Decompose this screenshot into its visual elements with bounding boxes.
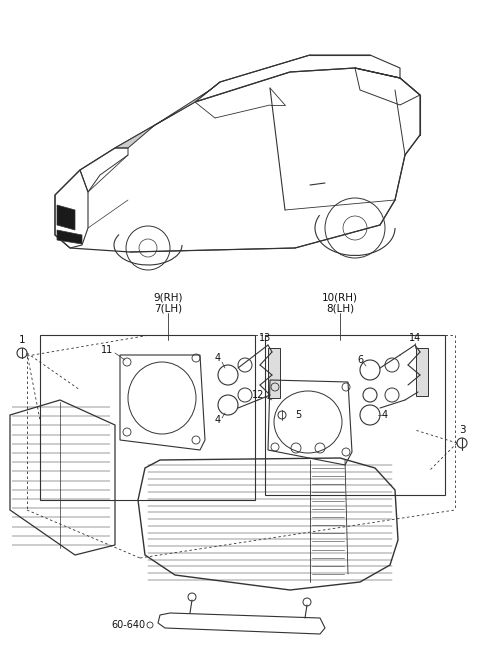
Polygon shape xyxy=(57,205,75,230)
Text: 1: 1 xyxy=(19,335,25,345)
Text: 3: 3 xyxy=(459,425,465,435)
Text: 10(RH)
8(LH): 10(RH) 8(LH) xyxy=(322,292,358,314)
Polygon shape xyxy=(115,82,220,148)
Bar xyxy=(416,348,428,396)
Text: 14: 14 xyxy=(409,333,421,343)
Text: 13: 13 xyxy=(259,333,271,343)
Bar xyxy=(268,348,280,398)
Text: 11: 11 xyxy=(101,345,113,355)
Text: 12: 12 xyxy=(252,390,264,400)
Text: 60-640: 60-640 xyxy=(111,620,145,630)
Text: 4: 4 xyxy=(215,415,221,425)
Text: 9(RH)
7(LH): 9(RH) 7(LH) xyxy=(153,292,183,314)
Text: 4: 4 xyxy=(215,353,221,363)
Bar xyxy=(265,335,445,495)
Text: 6: 6 xyxy=(357,355,363,365)
Bar xyxy=(40,335,255,500)
Text: 4: 4 xyxy=(382,410,388,420)
Polygon shape xyxy=(57,230,82,244)
Text: 5: 5 xyxy=(295,410,301,420)
